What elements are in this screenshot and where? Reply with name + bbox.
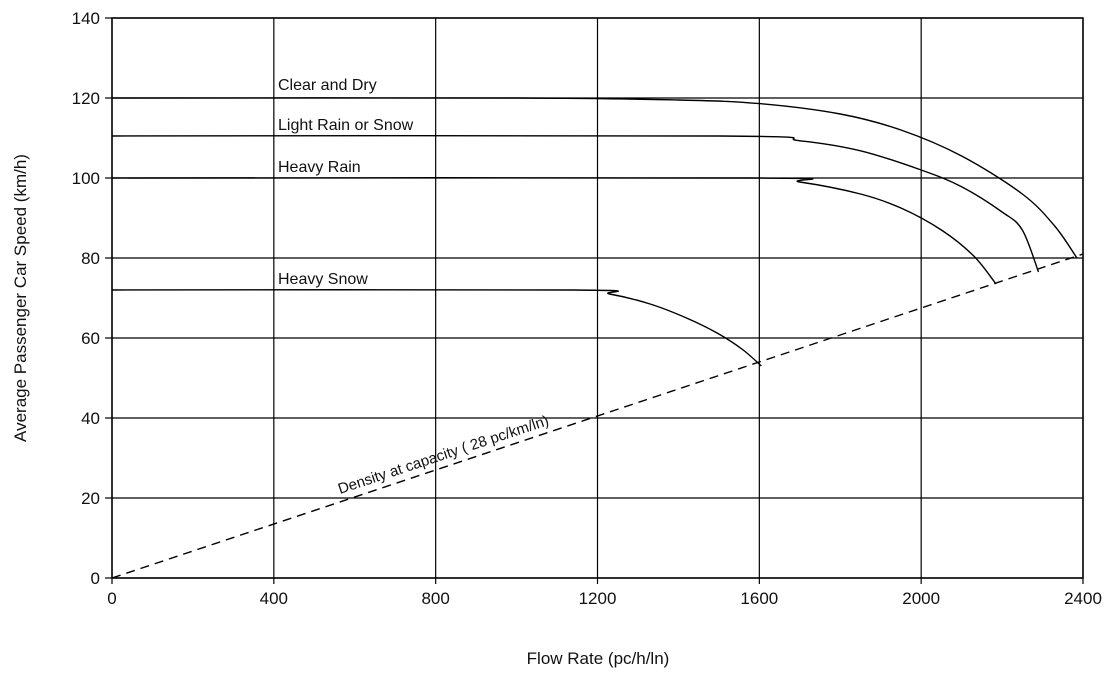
series-line-heavy-rain [111, 177, 997, 285]
series-line-clear-and-dry [111, 97, 1078, 259]
x-tick-label: 2000 [902, 589, 940, 608]
y-tick-label: 40 [81, 409, 100, 428]
x-axis-label: Flow Rate (pc/h/ln) [527, 649, 670, 668]
series-layer [111, 97, 1084, 579]
label-light-rain-or-snow: Light Rain or Snow [278, 117, 414, 134]
label-clear-and-dry: Clear and Dry [278, 77, 377, 94]
series-line-light-rain-or-snow [111, 134, 1040, 273]
y-tick-label: 100 [72, 169, 100, 188]
x-tick-label: 1600 [740, 589, 778, 608]
y-axis-ticks: 0 20 40 60 80 100 120 140 [72, 9, 112, 588]
x-tick-label: 0 [107, 589, 116, 608]
y-tick-label: 0 [91, 569, 100, 588]
label-heavy-snow: Heavy Snow [278, 271, 368, 288]
x-axis-ticks: 0 400 800 1200 1600 2000 2400 [107, 578, 1102, 608]
y-tick-label: 20 [81, 489, 100, 508]
x-tick-label: 800 [421, 589, 449, 608]
x-tick-label: 400 [260, 589, 288, 608]
y-tick-label: 80 [81, 249, 100, 268]
x-tick-label: 2400 [1064, 589, 1102, 608]
series-line-heavy-snow [111, 289, 762, 367]
label-heavy-rain: Heavy Rain [278, 159, 361, 176]
y-tick-label: 60 [81, 329, 100, 348]
y-tick-label: 140 [72, 9, 100, 28]
y-axis-label: Average Passenger Car Speed (km/h) [11, 154, 30, 442]
series-line-density-at-capacity-28-pc-km-ln [111, 253, 1084, 579]
label-density-at-capacity: Density at capacity ( 28 pc/km/ln) [336, 412, 551, 498]
x-tick-label: 1200 [579, 589, 617, 608]
grid-lines [111, 17, 1084, 579]
y-tick-label: 120 [72, 89, 100, 108]
